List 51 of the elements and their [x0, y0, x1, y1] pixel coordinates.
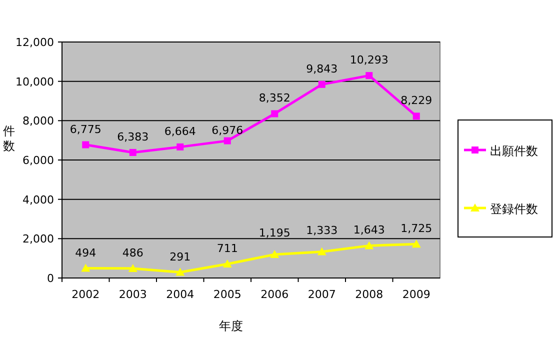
- x-tick-label: 2002: [72, 288, 100, 301]
- data-label: 6,775: [70, 122, 102, 136]
- x-tick-label: 2004: [166, 288, 194, 301]
- data-label: 486: [122, 246, 144, 260]
- y-tick-label: 2,000: [22, 232, 54, 246]
- data-label: 1,195: [258, 226, 290, 240]
- y-tick-label: 12,000: [16, 36, 54, 49]
- data-label: 6,664: [164, 124, 196, 138]
- x-tick-label: 2006: [260, 288, 289, 301]
- y-tick-label: 6,000: [22, 154, 54, 167]
- point: [366, 72, 373, 80]
- x-tick-label: 2007: [308, 288, 336, 301]
- point: [271, 110, 278, 118]
- data-label: 8,352: [258, 92, 290, 105]
- point: [81, 264, 90, 272]
- point: [176, 268, 185, 276]
- point: [224, 137, 231, 144]
- data-label: 6,383: [117, 130, 149, 144]
- point: [270, 250, 280, 258]
- data-label: 8,229: [400, 94, 432, 108]
- x-tick-label: 2009: [402, 288, 430, 301]
- y-axis-title: 件数: [3, 124, 15, 153]
- y-tick-label: 0: [47, 272, 54, 285]
- data-label: 6,976: [212, 124, 244, 137]
- point: [129, 148, 136, 156]
- data-label: 494: [75, 246, 96, 260]
- point: [128, 264, 138, 272]
- point: [317, 247, 326, 256]
- point: [364, 241, 374, 250]
- data-label: 1,725: [400, 222, 432, 236]
- x-tick-label: 2008: [355, 288, 384, 301]
- point: [176, 143, 184, 150]
- data-label: 9,843: [306, 62, 338, 76]
- point: [82, 141, 90, 148]
- data-label: 291: [170, 250, 191, 264]
- data-label: 711: [216, 242, 238, 256]
- x-tick-label: 2005: [213, 288, 242, 301]
- data-label: 10,293: [350, 54, 388, 67]
- point: [412, 240, 421, 248]
- y-tick-label: 8,000: [22, 114, 54, 128]
- legend-label: 出願件数: [490, 144, 538, 158]
- x-axis-title: 年度: [219, 319, 243, 333]
- y-tick-label: 4,000: [22, 193, 54, 206]
- data-label: 1,333: [306, 224, 338, 237]
- x-tick-label: 2003: [118, 288, 147, 301]
- legend-label: 登録件数: [490, 202, 538, 216]
- point: [412, 112, 420, 120]
- point: [318, 80, 326, 88]
- data-label: 1,643: [353, 224, 385, 237]
- point: [222, 260, 232, 268]
- y-tick-label: 10,000: [16, 75, 54, 88]
